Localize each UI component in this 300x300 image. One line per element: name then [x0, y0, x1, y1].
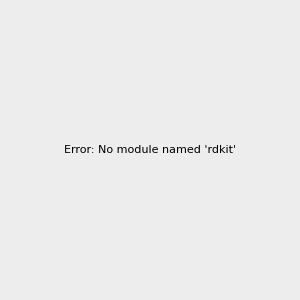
Text: Error: No module named 'rdkit': Error: No module named 'rdkit': [64, 145, 236, 155]
